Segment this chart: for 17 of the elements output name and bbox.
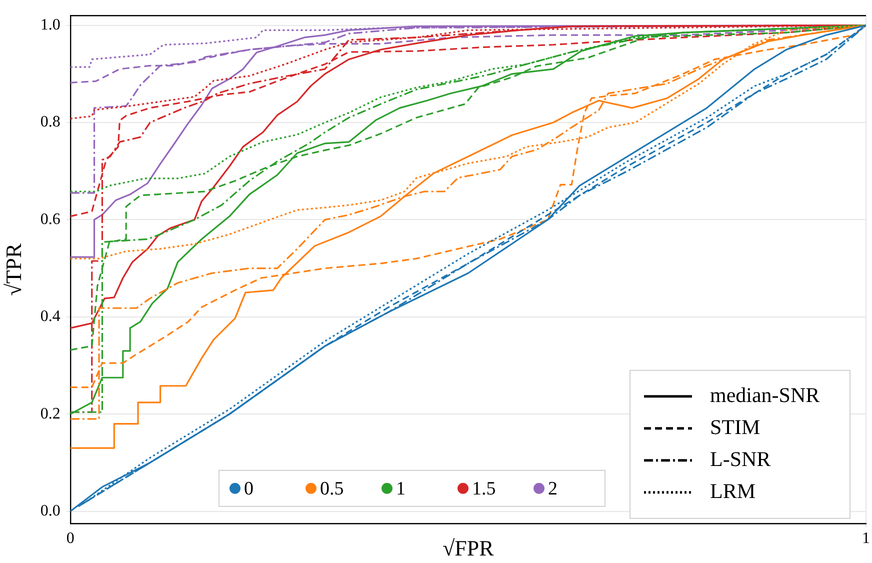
y-tick-label: 0.2	[40, 405, 60, 422]
legend-label: 2	[548, 478, 558, 500]
y-tick-label: 0.6	[40, 210, 60, 228]
y-tick-label: 1.0	[40, 16, 60, 34]
x-axis-title: √FPR	[442, 536, 494, 561]
y-tick-label: 0.8	[40, 114, 60, 131]
y-tick-label: 0.0	[40, 502, 60, 520]
legend-label: LRM	[710, 478, 756, 503]
legend-label: STIM	[710, 414, 760, 439]
legend-label: 1.5	[472, 478, 496, 500]
legend-label: 0	[244, 478, 254, 500]
y-axis-title: √TPR	[0, 242, 26, 296]
legend-label: median-SNR	[710, 382, 820, 407]
y-tick-label: 0.4	[40, 308, 60, 326]
legend-label: 1	[396, 478, 406, 500]
legend-label: 0.5	[320, 478, 344, 500]
legend-label: L-SNR	[710, 446, 771, 471]
